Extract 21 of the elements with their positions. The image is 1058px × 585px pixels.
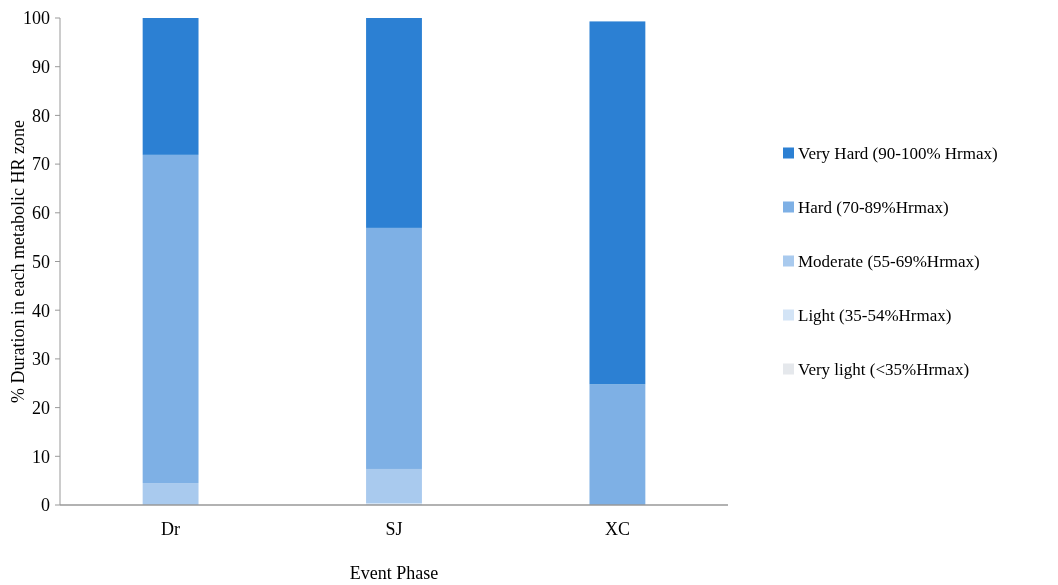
x-tick-label: SJ bbox=[385, 519, 403, 539]
y-tick-label: 20 bbox=[32, 397, 50, 418]
y-tick-label: 100 bbox=[23, 8, 50, 29]
legend-label: Hard (70-89%Hrmax) bbox=[798, 198, 949, 218]
y-tick-label: 40 bbox=[32, 300, 50, 321]
y-tick-label: 80 bbox=[32, 105, 50, 126]
y-axis-title: % Duration in each metabolic HR zone bbox=[8, 120, 28, 403]
x-tick-label: XC bbox=[604, 519, 630, 539]
y-tick-label: 60 bbox=[32, 203, 50, 224]
legend-label: Very light (<35%Hrmax) bbox=[798, 360, 970, 380]
y-tick-label: 70 bbox=[32, 154, 50, 175]
x-axis-title: Event Phase bbox=[349, 563, 439, 583]
y-tick-label: 50 bbox=[32, 251, 50, 272]
y-tick-label: 10 bbox=[32, 446, 50, 467]
y-tick-label: 30 bbox=[32, 349, 50, 370]
legend-label: Very Hard (90-100% Hrmax) bbox=[798, 144, 998, 164]
legend-label: Moderate (55-69%Hrmax) bbox=[798, 252, 980, 272]
y-tick-label: 90 bbox=[32, 57, 50, 77]
y-tick-label: 0 bbox=[41, 495, 50, 516]
legend-label: Light (35-54%Hrmax) bbox=[798, 306, 952, 326]
x-tick-label: Dr bbox=[161, 519, 181, 539]
